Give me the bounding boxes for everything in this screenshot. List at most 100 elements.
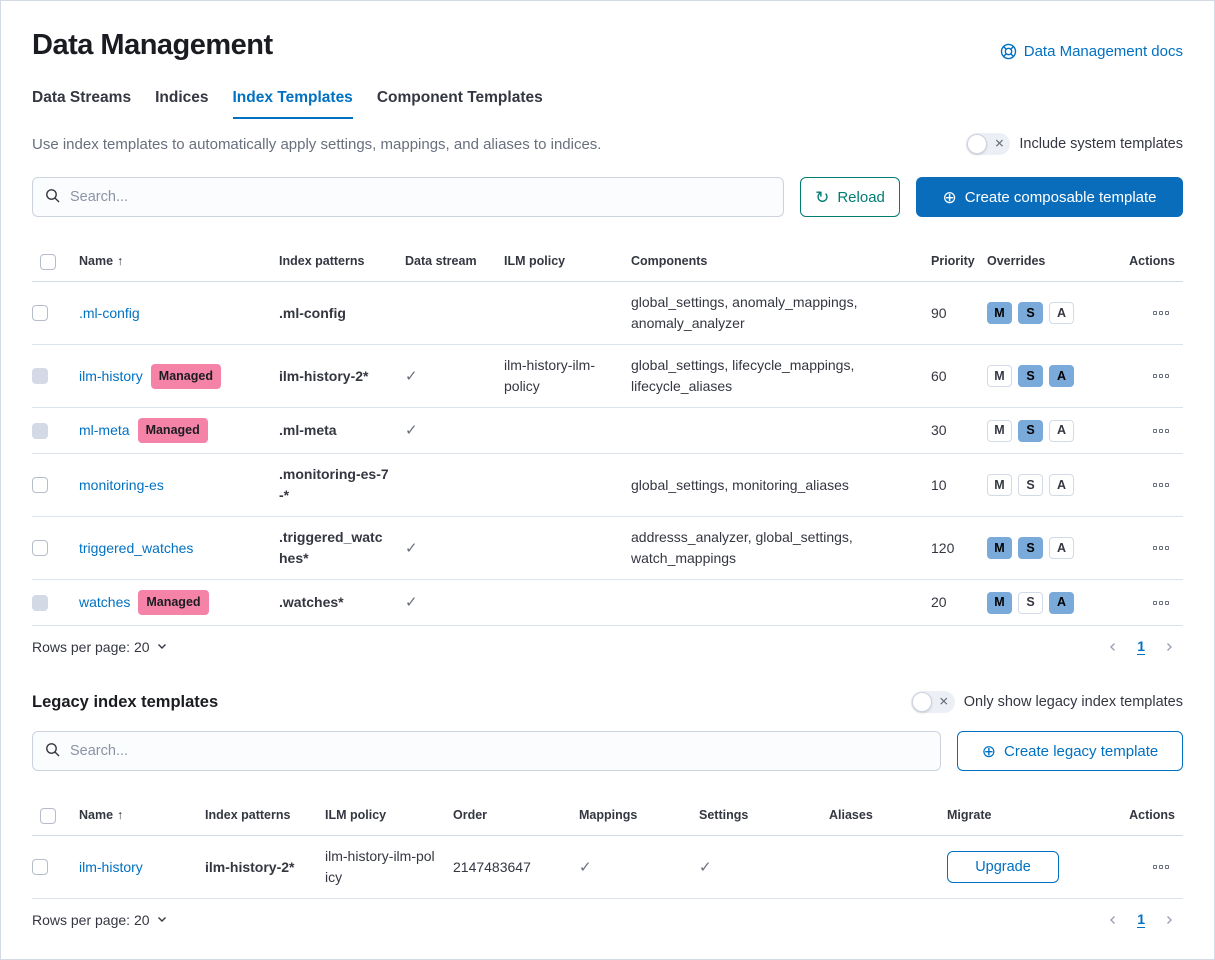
- ilm-policy-cell: ilm-history-ilm-policy: [504, 357, 595, 394]
- chevron-right-icon[interactable]: [1163, 641, 1175, 653]
- legacy-templates-table: Name ↑ Index patterns ILM policy Order M…: [32, 795, 1183, 938]
- template-name-link[interactable]: .ml-config: [79, 304, 140, 321]
- components-cell: global_settings, lifecycle_mappings, lif…: [631, 357, 855, 394]
- chevron-down-icon: [156, 639, 168, 655]
- docs-link[interactable]: Data Management docs: [1000, 43, 1183, 60]
- components-cell: addresss_analyzer, global_settings, watc…: [631, 529, 853, 566]
- managed-badge: Managed: [138, 590, 209, 615]
- table-row: triggered_watches .triggered_watches* ✓ …: [32, 517, 1183, 580]
- table-row: .ml-config .ml-config global_settings, a…: [32, 282, 1183, 345]
- override-badge-settings: S: [1018, 365, 1043, 387]
- chevron-right-icon[interactable]: [1163, 914, 1175, 926]
- templates-table: Name ↑ Index patterns Data stream ILM po…: [32, 241, 1183, 665]
- overrides-cell: M S A: [979, 454, 1099, 516]
- override-badge-mappings: M: [987, 365, 1012, 387]
- template-name-link[interactable]: monitoring-es: [79, 476, 164, 493]
- upgrade-button[interactable]: Upgrade: [947, 851, 1059, 883]
- create-legacy-template-button[interactable]: ⊕ Create legacy template: [957, 731, 1183, 771]
- row-checkbox[interactable]: [32, 859, 48, 875]
- reload-button[interactable]: ↻ Reload: [800, 177, 900, 217]
- overrides-cell: M S A: [979, 408, 1099, 453]
- check-icon: ✓: [579, 858, 592, 876]
- priority-cell: 90: [931, 304, 947, 321]
- row-actions-menu-icon[interactable]: [1149, 370, 1173, 382]
- data-stream-cell: [397, 454, 496, 516]
- row-actions-menu-icon[interactable]: [1149, 597, 1173, 609]
- page-number[interactable]: 1: [1137, 911, 1145, 928]
- page-title: Data Management: [32, 29, 273, 61]
- plus-circle-icon: ⊕: [942, 187, 957, 207]
- overrides-cell: M S A: [979, 282, 1099, 344]
- priority-cell: 30: [931, 422, 947, 438]
- select-all-checkbox[interactable]: [40, 807, 56, 824]
- legacy-search-input[interactable]: [70, 743, 928, 759]
- tab-indices[interactable]: Indices: [155, 89, 209, 106]
- chevron-down-icon: [156, 912, 168, 928]
- select-all-checkbox[interactable]: [40, 253, 56, 270]
- row-checkbox: [32, 594, 48, 611]
- sort-ascending-icon: ↑: [117, 808, 124, 822]
- priority-cell: 60: [931, 367, 947, 384]
- row-actions-menu-icon[interactable]: [1149, 425, 1173, 437]
- column-header-migrate: Migrate: [947, 808, 992, 822]
- create-composable-template-button[interactable]: ⊕ Create composable template: [916, 177, 1183, 217]
- create-legacy-template-label: Create legacy template: [1004, 742, 1159, 760]
- column-header-actions: Actions: [1129, 254, 1175, 268]
- legacy-section-header: Legacy index templates ✕ Only show legac…: [32, 691, 1183, 713]
- template-name-link[interactable]: ml-meta: [79, 422, 130, 438]
- pagination: 1: [1107, 911, 1183, 928]
- include-system-templates-label: Include system templates: [1019, 136, 1183, 152]
- page-header: Data Management Data Management docs: [32, 29, 1183, 62]
- row-checkbox[interactable]: [32, 540, 48, 556]
- override-badge-mappings: M: [987, 302, 1012, 324]
- legacy-search-box: [32, 731, 941, 771]
- row-checkbox[interactable]: [32, 477, 48, 493]
- table-row: ml-meta Managed .ml-meta ✓ 30 M S A: [32, 408, 1183, 454]
- ilm-policy-cell: ilm-history-ilm-policy: [325, 848, 435, 885]
- row-checkbox[interactable]: [32, 305, 48, 321]
- include-system-templates-switch[interactable]: ✕: [966, 133, 1011, 155]
- page-number[interactable]: 1: [1137, 638, 1145, 655]
- legacy-toggle-group: ✕ Only show legacy index templates: [910, 691, 1183, 713]
- column-header-overrides: Overrides: [987, 254, 1046, 268]
- row-checkbox: [32, 368, 48, 384]
- priority-cell: 20: [931, 594, 947, 610]
- row-checkbox: [32, 422, 48, 439]
- template-name-link[interactable]: ilm-history: [79, 367, 143, 384]
- tab-data-streams[interactable]: Data Streams: [32, 89, 132, 106]
- override-badge-settings: S: [1018, 302, 1043, 324]
- index-patterns-cell: ilm-history-2*: [279, 367, 369, 384]
- ilm-policy-cell: [496, 580, 623, 625]
- column-header-name[interactable]: Name ↑: [71, 241, 271, 281]
- data-stream-cell: ✓: [397, 408, 496, 453]
- row-actions-menu-icon[interactable]: [1149, 861, 1173, 873]
- components-cell: [623, 580, 923, 625]
- tab-component-templates[interactable]: Component Templates: [376, 89, 543, 106]
- template-name-link[interactable]: triggered_watches: [79, 539, 194, 556]
- override-badge-aliases: A: [1049, 537, 1074, 559]
- components-cell: global_settings, anomaly_mappings, anoma…: [631, 294, 858, 331]
- data-stream-cell: ✓: [397, 345, 496, 407]
- only-legacy-templates-label: Only show legacy index templates: [963, 694, 1183, 710]
- data-stream-cell: ✓: [397, 517, 496, 579]
- only-legacy-templates-switch[interactable]: ✕: [910, 691, 955, 713]
- tab-bar: Data Streams Indices Index Templates Com…: [32, 89, 1183, 119]
- row-actions-menu-icon[interactable]: [1149, 542, 1173, 554]
- rows-per-page-selector[interactable]: Rows per page: 20: [32, 912, 168, 928]
- refresh-icon: ↻: [815, 187, 830, 207]
- priority-cell: 120: [931, 539, 955, 556]
- column-header-name[interactable]: Name ↑: [71, 795, 197, 835]
- chevron-left-icon[interactable]: [1107, 641, 1119, 653]
- template-name-link[interactable]: ilm-history: [79, 858, 143, 875]
- index-patterns-cell: .watches*: [279, 594, 344, 610]
- rows-per-page-selector[interactable]: Rows per page: 20: [32, 639, 168, 655]
- row-actions-menu-icon[interactable]: [1149, 307, 1173, 319]
- managed-badge: Managed: [150, 363, 221, 389]
- template-name-link[interactable]: watches: [79, 594, 131, 610]
- row-actions-menu-icon[interactable]: [1149, 479, 1173, 491]
- tab-index-templates[interactable]: Index Templates: [232, 89, 353, 119]
- templates-search-input[interactable]: [70, 189, 771, 205]
- chevron-left-icon[interactable]: [1107, 914, 1119, 926]
- docs-link-label: Data Management docs: [1023, 43, 1183, 60]
